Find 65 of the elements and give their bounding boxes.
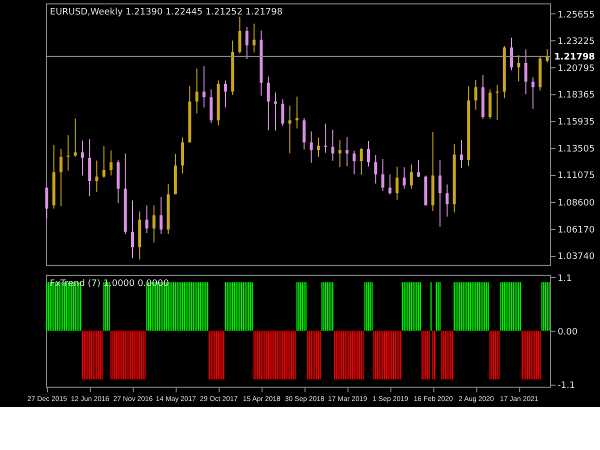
candlestick (438, 160, 442, 228)
candlestick (66, 134, 70, 172)
candlestick (224, 80, 227, 108)
candlestick (274, 92, 278, 131)
candlestick (266, 76, 270, 131)
chart-title: EURUSD,Weekly 1.21390 1.22445 1.21252 1.21798 (50, 7, 283, 18)
candlestick (195, 68, 198, 114)
y-tick-label: 0.00 (558, 327, 578, 338)
candlestick (360, 148, 363, 176)
candlestick (88, 138, 92, 197)
candlestick (281, 98, 284, 126)
candlestick (366, 140, 370, 168)
candlestick (252, 23, 256, 53)
candlestick (131, 200, 134, 259)
candlestick (302, 118, 306, 150)
y-tick-label: 1.08600 (558, 198, 595, 208)
candlestick (331, 129, 334, 162)
candlestick (160, 196, 163, 234)
candlestick (496, 84, 499, 121)
candlestick (510, 37, 514, 71)
candlestick (59, 148, 62, 207)
candlestick (324, 123, 328, 154)
candlestick (346, 136, 349, 167)
candlestick (381, 158, 384, 192)
y-tick-label: 1.25655 (558, 10, 595, 20)
candlestick (152, 204, 156, 243)
candlestick (417, 160, 420, 178)
candlestick (295, 96, 298, 129)
y-tick-label: 1.13505 (558, 144, 595, 154)
y-tick-label: 1.03740 (558, 252, 595, 262)
candlestick (74, 118, 77, 158)
candlestick (210, 88, 213, 124)
y-tick-label: 1.11075 (558, 171, 595, 182)
y-tick-label: 1.23225 (558, 37, 595, 48)
ref-line-label: 1.21798 (554, 52, 595, 62)
candlestick (352, 150, 356, 175)
candlestick (338, 140, 342, 168)
candlestick (288, 105, 292, 154)
candlestick (524, 48, 528, 95)
candlestick (460, 139, 463, 168)
candlestick (110, 150, 113, 176)
candlestick (102, 146, 106, 178)
candlestick (410, 164, 413, 190)
candlestick (374, 154, 378, 184)
candlestick (310, 130, 313, 164)
candlestick (388, 174, 392, 196)
y-tick-label: 1.15935 (558, 118, 595, 128)
y-tick-label: 1.1 (558, 274, 572, 284)
candlestick (145, 204, 148, 234)
candlestick (474, 79, 478, 110)
y-tick-label: 1.20795 (558, 64, 595, 74)
candlestick (316, 137, 320, 158)
candlestick (245, 26, 248, 60)
candlestick (517, 54, 520, 82)
candlestick (202, 66, 206, 108)
candlestick (238, 16, 242, 54)
y-tick-label: 1.18365 (558, 90, 595, 101)
candlestick (181, 136, 184, 174)
candlestick (80, 140, 84, 176)
candlestick (396, 166, 399, 200)
candlestick (446, 184, 449, 218)
candlestick (531, 76, 534, 110)
y-tick-label: 1.06170 (558, 225, 595, 236)
y-tick-label: -1.1 (558, 380, 576, 391)
candlestick (45, 187, 48, 220)
